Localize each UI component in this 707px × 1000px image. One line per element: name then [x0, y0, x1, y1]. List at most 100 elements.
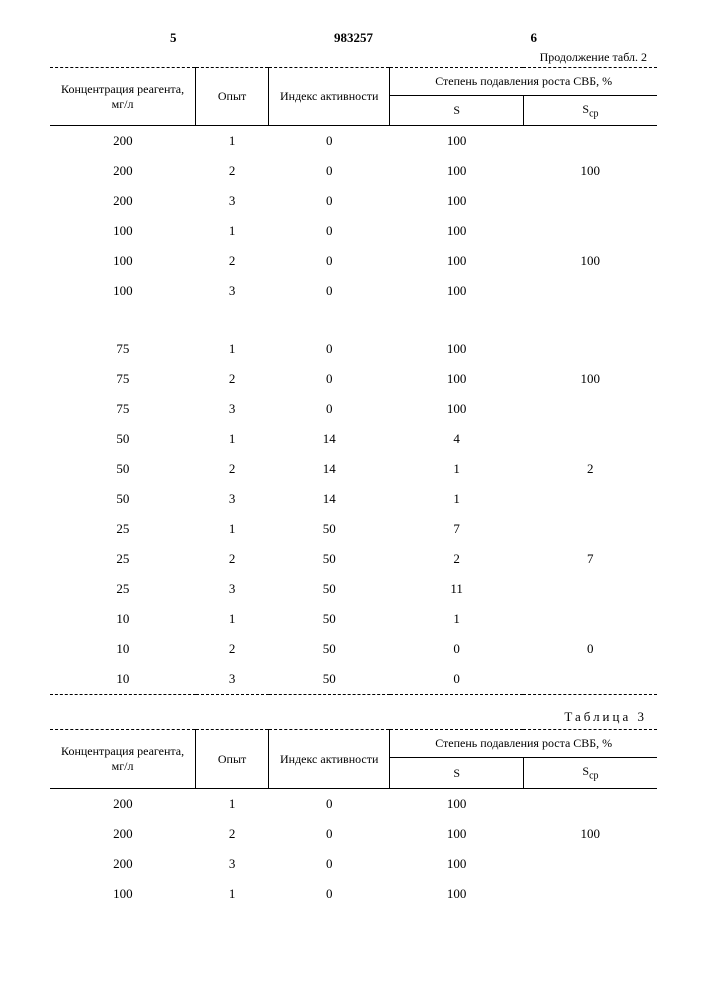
table-row: 101501 [50, 604, 657, 634]
cell-exp: 3 [196, 574, 269, 604]
cell-exp: 2 [196, 819, 269, 849]
cell-conc: 10 [50, 664, 196, 695]
table-row: 10020100100 [50, 246, 657, 276]
cell-conc: 25 [50, 514, 196, 544]
cell-s: 7 [390, 514, 524, 544]
cell-s: 100 [390, 216, 524, 246]
th-activity-index: Индекс активности [269, 68, 390, 126]
table-row: 501144 [50, 424, 657, 454]
cell-exp: 1 [196, 334, 269, 364]
cell-s: 0 [390, 634, 524, 664]
cell-scp [523, 574, 657, 604]
cell-idx: 0 [269, 849, 390, 879]
table-row: 5021412 [50, 454, 657, 484]
cell-scp: 0 [523, 634, 657, 664]
cell-idx: 50 [269, 514, 390, 544]
cell-idx: 0 [269, 126, 390, 157]
th-suppression-group: Степень подавления роста СВБ, % [390, 730, 657, 758]
cell-s: 100 [390, 394, 524, 424]
table-row: 10010100 [50, 216, 657, 246]
cell-conc: 200 [50, 849, 196, 879]
cell-scp: 100 [523, 246, 657, 276]
table2: Концентрация реагента, мг/л Опыт Индекс … [50, 67, 657, 695]
table-row: 10030100 [50, 276, 657, 306]
table-row: 10010100 [50, 879, 657, 909]
table-row: 20020100100 [50, 156, 657, 186]
cell-scp [523, 484, 657, 514]
table-row: 2535011 [50, 574, 657, 604]
table-row: 251507 [50, 514, 657, 544]
cell-scp: 100 [523, 819, 657, 849]
cell-idx: 0 [269, 156, 390, 186]
cell-scp [523, 604, 657, 634]
cell-exp: 2 [196, 634, 269, 664]
cell-conc: 10 [50, 604, 196, 634]
table-row: 20030100 [50, 849, 657, 879]
table3-head: Концентрация реагента, мг/л Опыт Индекс … [50, 730, 657, 788]
table2-head: Концентрация реагента, мг/л Опыт Индекс … [50, 68, 657, 126]
cell-scp [523, 788, 657, 819]
cell-exp: 3 [196, 186, 269, 216]
th-scp: Sср [523, 758, 657, 788]
th-s: S [390, 758, 524, 788]
cell-exp: 3 [196, 484, 269, 514]
table-row: 503141 [50, 484, 657, 514]
cell-idx: 0 [269, 819, 390, 849]
cell-idx: 0 [269, 276, 390, 306]
cell-s: 100 [390, 788, 524, 819]
table2-body-a: 2001010020020100100200301001001010010020… [50, 126, 657, 307]
th-s: S [390, 96, 524, 126]
cell-idx: 50 [269, 664, 390, 695]
cell-scp [523, 424, 657, 454]
table-row: 103500 [50, 664, 657, 695]
cell-conc: 25 [50, 544, 196, 574]
cell-exp: 3 [196, 664, 269, 695]
cell-s: 100 [390, 879, 524, 909]
cell-conc: 25 [50, 574, 196, 604]
table-row: 7510100 [50, 334, 657, 364]
cell-conc: 75 [50, 394, 196, 424]
cell-idx: 50 [269, 574, 390, 604]
cell-conc: 200 [50, 156, 196, 186]
cell-conc: 75 [50, 334, 196, 364]
cell-exp: 1 [196, 879, 269, 909]
cell-scp: 100 [523, 364, 657, 394]
cell-idx: 14 [269, 454, 390, 484]
cell-s: 100 [390, 819, 524, 849]
th-scp-sub: ср [589, 108, 598, 119]
cell-conc: 100 [50, 216, 196, 246]
cell-idx: 0 [269, 788, 390, 819]
page-header: 5 983257 6 [50, 30, 657, 50]
th-suppression-group: Степень подавления роста СВБ, % [390, 68, 657, 96]
cell-scp: 100 [523, 156, 657, 186]
cell-idx: 0 [269, 364, 390, 394]
cell-idx: 14 [269, 484, 390, 514]
page-num-left: 5 [170, 30, 177, 46]
table3-label: Таблица 3 [50, 695, 657, 729]
cell-conc: 200 [50, 819, 196, 849]
cell-idx: 50 [269, 634, 390, 664]
cell-exp: 2 [196, 364, 269, 394]
cell-exp: 1 [196, 604, 269, 634]
cell-conc: 10 [50, 634, 196, 664]
cell-exp: 3 [196, 849, 269, 879]
cell-exp: 1 [196, 216, 269, 246]
table2-body-b: 7510100752010010075301005011445021412503… [50, 334, 657, 695]
cell-s: 100 [390, 276, 524, 306]
table2-gap [50, 306, 657, 334]
table-row: 1025000 [50, 634, 657, 664]
cell-s: 100 [390, 126, 524, 157]
cell-scp [523, 514, 657, 544]
cell-scp [523, 276, 657, 306]
cell-scp: 2 [523, 454, 657, 484]
cell-conc: 50 [50, 454, 196, 484]
cell-exp: 3 [196, 394, 269, 424]
cell-s: 100 [390, 849, 524, 879]
cell-scp [523, 849, 657, 879]
page-doc-number: 983257 [334, 30, 373, 46]
cell-idx: 14 [269, 424, 390, 454]
table3: Концентрация реагента, мг/л Опыт Индекс … [50, 729, 657, 908]
cell-scp [523, 216, 657, 246]
th-experiment: Опыт [196, 730, 269, 788]
cell-scp [523, 186, 657, 216]
